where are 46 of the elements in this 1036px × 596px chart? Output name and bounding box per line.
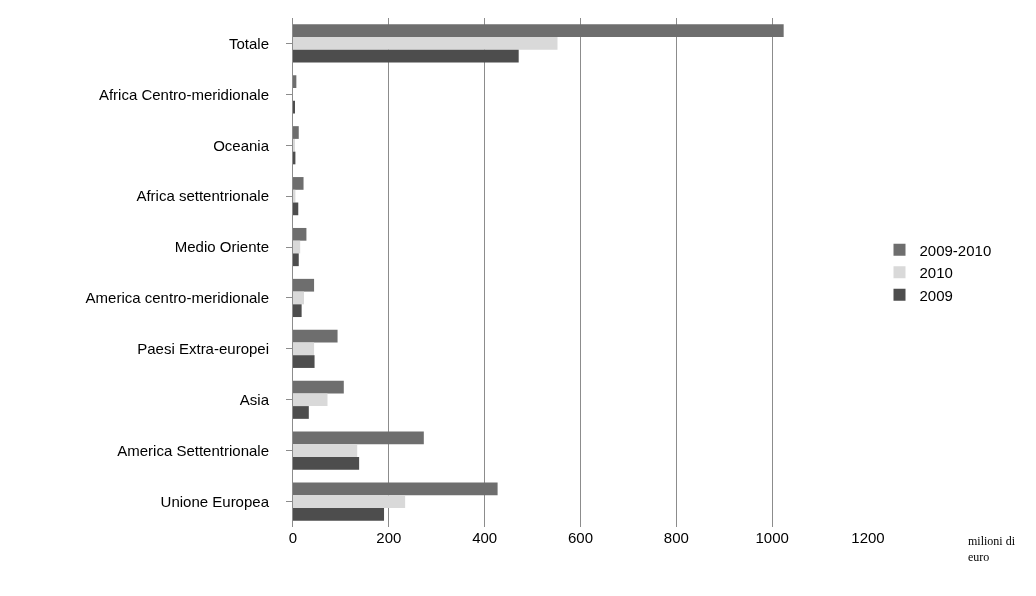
y-tick-label: America centro-meridionale: [85, 289, 269, 307]
bar: [293, 329, 338, 343]
x-tick-label: 600: [567, 529, 594, 546]
bar: [293, 227, 307, 241]
bar: [293, 482, 498, 496]
y-tick-label: America Settentrionale: [117, 441, 269, 459]
bar: [293, 202, 299, 216]
bar: [293, 240, 301, 254]
y-tick-label: Unione Europea: [160, 492, 270, 510]
x-tick-label: 200: [376, 529, 402, 546]
bar: [293, 253, 299, 267]
legend-label: 2010: [919, 264, 953, 282]
legend-label: 2009-2010: [919, 241, 992, 259]
x-tick-label: 1200: [851, 529, 885, 546]
bar: [293, 278, 315, 292]
bar: [293, 393, 328, 407]
y-tick-label: Paesi Extra-europei: [137, 340, 269, 358]
bar: [293, 304, 302, 318]
text: milioni di euro: [968, 534, 1016, 564]
bar: [293, 507, 385, 521]
bar: [293, 291, 305, 305]
bar: [293, 49, 519, 63]
bar: [293, 457, 360, 470]
bar: [293, 24, 784, 38]
bar: [293, 495, 406, 508]
y-tick-label: Africa settentrionale: [136, 187, 269, 205]
x-tick-label: 0: [288, 529, 298, 546]
x-tick-label: 800: [663, 529, 689, 546]
x-tick-label: 400: [472, 529, 498, 546]
y-tick-label: Medio Oriente: [174, 238, 269, 256]
bar: [293, 406, 309, 419]
y-tick-label: Asia: [239, 391, 270, 408]
bar: [293, 126, 299, 139]
legend-label: 2009: [919, 286, 953, 304]
y-tick-label: Totale: [228, 34, 269, 52]
x-tick-label: 1000: [755, 529, 789, 546]
bar: [293, 37, 558, 50]
bar: [293, 444, 358, 458]
bar: [293, 75, 297, 88]
bar: [293, 431, 424, 445]
y-tick-label: Oceania: [213, 136, 270, 154]
bar: [293, 355, 315, 368]
bar: [293, 342, 315, 356]
bar: [293, 380, 344, 394]
y-tick-label: Africa Centro-meridionale: [98, 85, 269, 103]
bar: [293, 177, 304, 190]
